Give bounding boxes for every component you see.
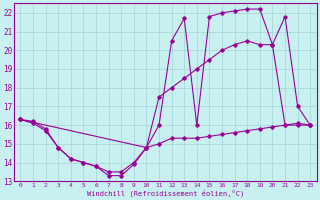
X-axis label: Windchill (Refroidissement éolien,°C): Windchill (Refroidissement éolien,°C)	[87, 189, 244, 197]
